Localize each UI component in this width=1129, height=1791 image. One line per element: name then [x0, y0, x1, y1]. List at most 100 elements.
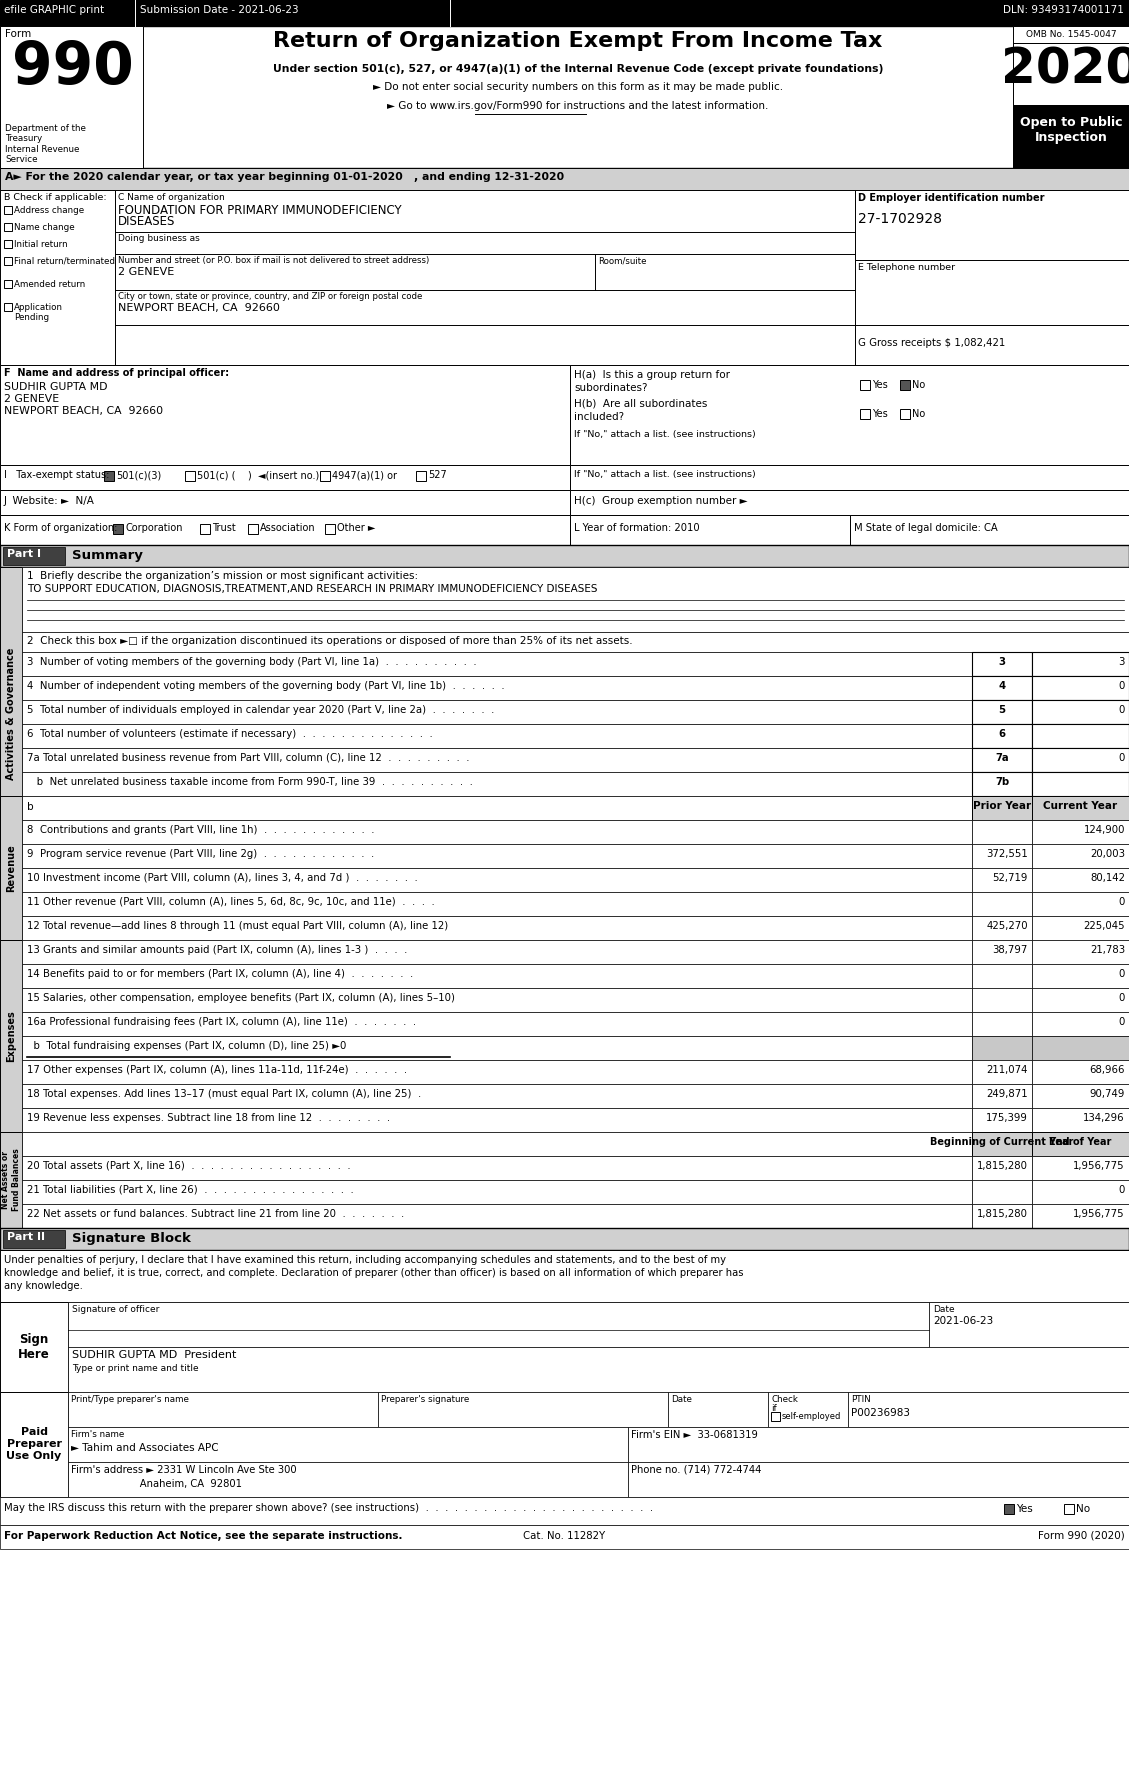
Text: 501(c)(3): 501(c)(3) [116, 469, 161, 480]
Bar [21, 1109, 972, 1132]
Bar [1013, 27, 1129, 168]
Bar [0, 568, 21, 861]
Bar [972, 700, 1032, 724]
Text: 16a Professional fundraising fees (Part IX, column (A), line 11e)  .  .  .  .  .: 16a Professional fundraising fees (Part … [27, 1017, 417, 1026]
Text: DISEASES: DISEASES [119, 215, 175, 227]
Bar [21, 700, 972, 724]
Text: Current Year: Current Year [1043, 801, 1117, 811]
Text: 6  Total number of volunteers (estimate if necessary)  .  .  .  .  .  .  .  .  .: 6 Total number of volunteers (estimate i… [27, 729, 432, 740]
Bar [3, 546, 65, 564]
Bar [972, 1204, 1032, 1229]
Text: FOUNDATION FOR PRIMARY IMMUNODEFICIENCY: FOUNDATION FOR PRIMARY IMMUNODEFICIENCY [119, 204, 402, 217]
Text: K Form of organization:: K Form of organization: [5, 523, 117, 534]
Bar [1032, 989, 1129, 1012]
Text: 1,815,280: 1,815,280 [977, 1209, 1029, 1220]
Text: 5: 5 [998, 706, 1006, 715]
Text: For Paperwork Reduction Act Notice, see the separate instructions.: For Paperwork Reduction Act Notice, see … [5, 1531, 403, 1540]
Text: 4  Number of independent voting members of the governing body (Part VI, line 1b): 4 Number of independent voting members o… [27, 681, 505, 691]
Bar [900, 408, 910, 419]
Text: Firm's address ► 2331 W Lincoln Ave Ste 300: Firm's address ► 2331 W Lincoln Ave Ste … [71, 1465, 297, 1476]
Text: Check: Check [771, 1395, 798, 1404]
Text: Form 990 (2020): Form 990 (2020) [1039, 1531, 1124, 1540]
Bar [972, 844, 1032, 869]
Text: Open to Public
Inspection: Open to Public Inspection [1019, 116, 1122, 143]
Text: 20,003: 20,003 [1089, 849, 1124, 860]
Bar [21, 940, 972, 964]
Bar [0, 365, 570, 466]
Text: H(a)  Is this a group return for: H(a) Is this a group return for [574, 371, 730, 380]
Bar [1032, 1132, 1129, 1155]
Text: ► Go to www.irs.gov/Form990 for instructions and the latest information.: ► Go to www.irs.gov/Form990 for instruct… [387, 100, 769, 111]
Bar [21, 869, 972, 892]
Bar [0, 1302, 68, 1392]
Text: Revenue: Revenue [6, 844, 16, 892]
Bar [21, 1012, 972, 1035]
Text: Initial return: Initial return [14, 240, 68, 249]
Bar [200, 525, 210, 534]
Bar [860, 380, 870, 390]
Text: 1,956,775: 1,956,775 [1074, 1161, 1124, 1171]
Text: City or town, state or province, country, and ZIP or foreign postal code: City or town, state or province, country… [119, 292, 422, 301]
Bar [1032, 724, 1129, 749]
Bar [104, 471, 114, 482]
Text: Final return/terminated: Final return/terminated [14, 256, 115, 267]
Bar [21, 964, 972, 989]
Text: 7a Total unrelated business revenue from Part VIII, column (C), line 12  .  .  .: 7a Total unrelated business revenue from… [27, 752, 470, 763]
Bar [900, 380, 910, 390]
Bar [0, 1132, 21, 1229]
Bar [68, 1347, 1129, 1392]
Text: 3  Number of voting members of the governing body (Part VI, line 1a)  .  .  .  .: 3 Number of voting members of the govern… [27, 657, 476, 666]
Bar [1013, 43, 1129, 106]
Text: 38,797: 38,797 [992, 946, 1029, 955]
Bar [21, 795, 972, 820]
Bar [21, 772, 972, 795]
Text: 19 Revenue less expenses. Subtract line 18 from line 12  .  .  .  .  .  .  .  .: 19 Revenue less expenses. Subtract line … [27, 1112, 391, 1123]
Bar [972, 795, 1129, 820]
Text: No: No [912, 380, 926, 390]
Bar [3, 1230, 65, 1248]
Text: 134,296: 134,296 [1084, 1112, 1124, 1123]
Text: 0: 0 [1119, 752, 1124, 763]
Text: H(b)  Are all subordinates: H(b) Are all subordinates [574, 399, 708, 408]
Text: 527: 527 [428, 469, 447, 480]
Text: TO SUPPORT EDUCATION, DIAGNOSIS,TREATMENT,AND RESEARCH IN PRIMARY IMMUNODEFICIEN: TO SUPPORT EDUCATION, DIAGNOSIS,TREATMEN… [27, 584, 597, 595]
Text: Association: Association [260, 523, 316, 534]
Bar [1013, 106, 1129, 168]
Bar [0, 1250, 1129, 1302]
Bar [320, 471, 330, 482]
Text: I   Tax-exempt status:: I Tax-exempt status: [5, 469, 110, 480]
Text: Form: Form [5, 29, 32, 39]
Bar [855, 324, 1129, 365]
Text: knowledge and belief, it is true, correct, and complete. Declaration of preparer: knowledge and belief, it is true, correc… [5, 1268, 744, 1279]
Text: 90,749: 90,749 [1089, 1089, 1124, 1100]
Bar [21, 1204, 972, 1229]
Bar [21, 1084, 972, 1109]
Bar [972, 795, 1032, 820]
Bar [68, 1392, 378, 1427]
Bar [21, 724, 972, 749]
Bar [1032, 1012, 1129, 1035]
Text: 17 Other expenses (Part IX, column (A), lines 11a-11d, 11f-24e)  .  .  .  .  .  : 17 Other expenses (Part IX, column (A), … [27, 1066, 408, 1075]
Text: Print/Type preparer's name: Print/Type preparer's name [71, 1395, 189, 1404]
Text: Part I: Part I [7, 550, 41, 559]
Bar [0, 0, 1129, 27]
Text: 211,074: 211,074 [987, 1066, 1029, 1075]
Bar [1032, 1035, 1129, 1060]
Bar [570, 365, 1129, 466]
Text: 6: 6 [998, 729, 1006, 740]
Bar [972, 1132, 1032, 1155]
Bar [0, 1497, 1129, 1524]
Text: 7b: 7b [995, 777, 1009, 786]
Text: 425,270: 425,270 [987, 921, 1029, 931]
Text: H(c)  Group exemption number ►: H(c) Group exemption number ► [574, 496, 747, 507]
Text: Firm's name: Firm's name [71, 1429, 124, 1438]
Text: Yes: Yes [872, 380, 887, 390]
Text: SUDHIR GUPTA MD  President: SUDHIR GUPTA MD President [72, 1350, 236, 1359]
Bar [21, 820, 972, 844]
Bar [5, 279, 12, 288]
Text: 2 GENEVE: 2 GENEVE [119, 267, 174, 278]
Bar [1032, 652, 1129, 675]
Text: if: if [771, 1404, 777, 1413]
Bar [21, 1155, 972, 1180]
Text: 4: 4 [998, 681, 1006, 691]
